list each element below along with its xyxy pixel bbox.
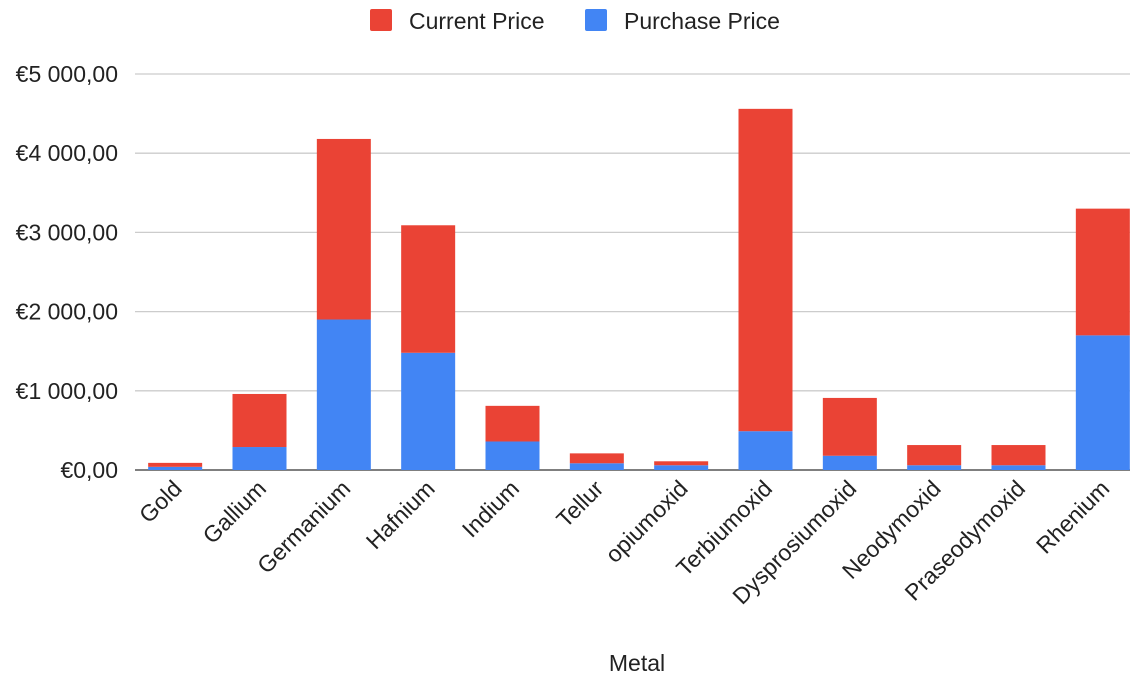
y-tick-label: €1 000,00	[16, 378, 118, 404]
legend-label-current-price: Current Price	[409, 8, 544, 34]
bar-current-price-opiumoxid	[654, 461, 709, 466]
y-axis-tick-labels: €0,00 €1 000,00 €2 000,00 €3 000,00 €4 000,0…	[16, 61, 118, 483]
bar-purchase-price-terbiumoxid	[738, 431, 793, 470]
legend-swatch-purchase-price	[585, 9, 607, 31]
bars	[148, 108, 1130, 470]
x-tick-label-indium: Indium	[457, 475, 524, 542]
x-tick-label-gold: Gold	[134, 475, 187, 528]
bar-current-price-gold	[148, 462, 203, 467]
bar-purchase-price-indium	[485, 441, 540, 470]
bar-current-price-hafnium	[401, 225, 456, 353]
bar-purchase-price-germanium	[316, 319, 371, 470]
bar-purchase-price-hafnium	[401, 352, 456, 470]
legend-label-purchase-price: Purchase Price	[624, 8, 780, 34]
x-tick-label-gallium: Gallium	[198, 475, 272, 549]
bar-purchase-price-opiumoxid	[654, 465, 709, 470]
gridlines	[135, 73, 1130, 471]
y-tick-label: €5 000,00	[16, 61, 118, 87]
bar-current-price-rhenium	[1075, 208, 1130, 336]
y-tick-label: €4 000,00	[16, 140, 118, 166]
y-tick-label: €2 000,00	[16, 299, 118, 325]
y-tick-label: €0,00	[60, 457, 118, 483]
x-tick-label-tellur: Tellur	[551, 475, 608, 532]
y-tick-label: €3 000,00	[16, 219, 118, 245]
bar-current-price-praseodymoxid	[991, 445, 1046, 466]
bar-current-price-neodymoxid	[907, 445, 962, 466]
bar-purchase-price-gold	[148, 466, 203, 470]
bar-purchase-price-rhenium	[1075, 335, 1130, 470]
bar-current-price-germanium	[316, 138, 371, 320]
legend-swatch-current-price	[370, 9, 392, 31]
bar-current-price-gallium	[232, 393, 287, 448]
bar-current-price-dysprosiumoxid	[822, 397, 877, 456]
legend: Current Price Purchase Price	[370, 8, 780, 34]
x-tick-label-hafnium: Hafnium	[361, 475, 440, 554]
bar-purchase-price-gallium	[232, 447, 287, 470]
x-axis-title: Metal	[609, 650, 665, 676]
bar-purchase-price-tellur	[569, 463, 624, 470]
bar-current-price-tellur	[569, 453, 624, 464]
bar-current-price-terbiumoxid	[738, 108, 793, 432]
bar-purchase-price-neodymoxid	[907, 465, 962, 470]
bar-current-price-indium	[485, 405, 540, 442]
bar-purchase-price-dysprosiumoxid	[822, 455, 877, 470]
x-tick-label-rhenium: Rhenium	[1031, 475, 1114, 558]
bar-purchase-price-praseodymoxid	[991, 465, 1046, 470]
